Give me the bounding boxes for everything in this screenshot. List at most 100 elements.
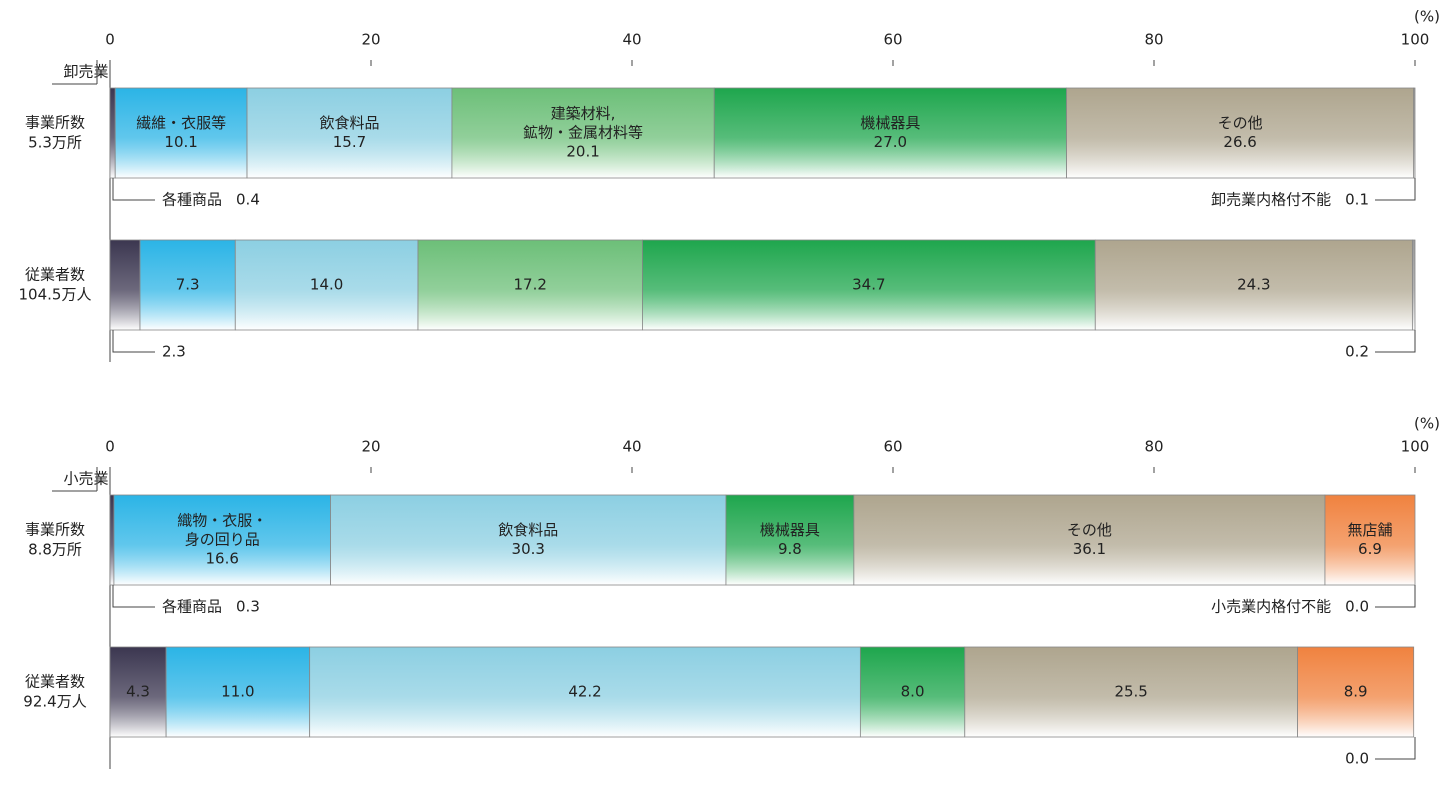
category-label: 5.3万所 — [28, 134, 82, 152]
value-label: 0.0 — [1345, 750, 1369, 768]
value-label: 0.4 — [236, 191, 260, 209]
value-label: 30.3 — [512, 540, 545, 558]
category-label: 104.5万人 — [19, 286, 92, 304]
bar-segment — [1324, 494, 1416, 586]
section-label: 小売業 — [63, 470, 108, 488]
bar-segment — [1411, 239, 1416, 331]
segment-name: 建築材料, — [551, 105, 616, 123]
category-label: 92.4万人 — [23, 693, 86, 711]
value-label: 4.3 — [126, 683, 150, 701]
value-label: 16.6 — [206, 550, 239, 568]
category-label: 事業所数 — [25, 114, 85, 132]
leader-line — [112, 178, 155, 201]
x-tick-label: 20 — [361, 31, 380, 49]
bar-segment — [109, 87, 116, 179]
segment-name: 飲食料品 — [319, 114, 379, 132]
category-label: 8.8万所 — [28, 541, 82, 559]
leader-line — [1375, 178, 1416, 201]
segment-name: 飲食料品 — [498, 521, 558, 539]
bar-segment — [109, 494, 115, 586]
value-label: 15.7 — [333, 133, 366, 151]
value-label: 17.2 — [514, 276, 547, 294]
bar-segment — [1094, 239, 1413, 331]
value-label: 25.5 — [1114, 683, 1147, 701]
bar-segment — [642, 239, 1096, 331]
value-label: 24.3 — [1237, 276, 1270, 294]
bar-segment — [113, 494, 331, 586]
x-tick-label: 80 — [1144, 31, 1163, 49]
bar-segment — [1066, 87, 1415, 179]
leader-line — [1375, 585, 1416, 608]
segment-name: 小売業内格付不能 — [1211, 598, 1331, 616]
x-tick-label: 0 — [105, 438, 115, 456]
segment-name: 身の回り品 — [185, 531, 260, 549]
x-tick-label: 60 — [883, 438, 902, 456]
value-label: 7.3 — [176, 276, 200, 294]
value-label: 36.1 — [1073, 540, 1106, 558]
category-label: 従業者数 — [25, 673, 85, 691]
bar-segment — [451, 87, 715, 179]
segment-name: 無店舗 — [1347, 521, 1392, 539]
value-label: 0.2 — [1345, 343, 1369, 361]
bar-segment — [713, 87, 1067, 179]
x-tick-label: 100 — [1401, 31, 1430, 49]
unit-label: (%) — [1414, 8, 1440, 26]
value-label: 8.9 — [1344, 683, 1368, 701]
bar-segment — [309, 646, 861, 738]
bar-segment — [165, 646, 311, 738]
value-label: 26.6 — [1223, 133, 1256, 151]
segment-name: 繊維・衣服等 — [136, 114, 226, 132]
leader-line — [1375, 737, 1416, 760]
x-tick-label: 100 — [1401, 438, 1430, 456]
category-label: 事業所数 — [25, 521, 85, 539]
section-label: 卸売業 — [63, 63, 108, 81]
bar-segment — [964, 646, 1298, 738]
bar-segment — [1297, 646, 1415, 738]
value-label: 20.1 — [566, 143, 599, 161]
segment-name: 鉱物・金属材料等 — [523, 124, 643, 142]
leader-line — [112, 330, 155, 353]
segment-name: 各種商品 — [162, 191, 222, 209]
value-label: 14.0 — [310, 276, 343, 294]
value-label: 6.9 — [1358, 540, 1382, 558]
bar-segment — [109, 239, 141, 331]
bar-segment — [330, 494, 727, 586]
x-tick-label: 40 — [622, 31, 641, 49]
value-label: 0.0 — [1345, 598, 1369, 616]
leader-line — [1375, 330, 1416, 353]
segment-name: 卸売業内格付不能 — [1211, 191, 1331, 209]
value-label: 34.7 — [852, 276, 885, 294]
x-tick-label: 80 — [1144, 438, 1163, 456]
segment-name: 機械器具 — [760, 521, 820, 539]
value-label: 27.0 — [874, 133, 907, 151]
segment-name: 織物・衣服・ — [177, 512, 267, 530]
value-label: 9.8 — [778, 540, 802, 558]
unit-label: (%) — [1414, 415, 1440, 433]
bar-segment — [139, 239, 236, 331]
value-label: 8.0 — [901, 683, 925, 701]
bar-segment — [1413, 87, 1416, 179]
x-tick-label: 40 — [622, 438, 641, 456]
segment-name: 各種商品 — [162, 598, 222, 616]
segment-name: その他 — [1218, 114, 1263, 132]
bar-segment — [234, 239, 419, 331]
value-label: 42.2 — [568, 683, 601, 701]
value-label: 10.1 — [164, 133, 197, 151]
value-label: 0.1 — [1345, 191, 1369, 209]
x-tick-label: 0 — [105, 31, 115, 49]
bar-segment — [109, 646, 167, 738]
x-tick-label: 20 — [361, 438, 380, 456]
segment-name: その他 — [1067, 521, 1112, 539]
value-label: 2.3 — [162, 343, 186, 361]
bar-segment — [725, 494, 855, 586]
leader-line — [112, 585, 155, 608]
x-tick-label: 60 — [883, 31, 902, 49]
category-label: 従業者数 — [25, 266, 85, 284]
value-label: 11.0 — [221, 683, 254, 701]
bar-segment — [859, 646, 966, 738]
bar-segment — [246, 87, 453, 179]
value-label: 0.3 — [236, 598, 260, 616]
segment-name: 機械器具 — [860, 114, 920, 132]
bar-segment — [853, 494, 1326, 586]
